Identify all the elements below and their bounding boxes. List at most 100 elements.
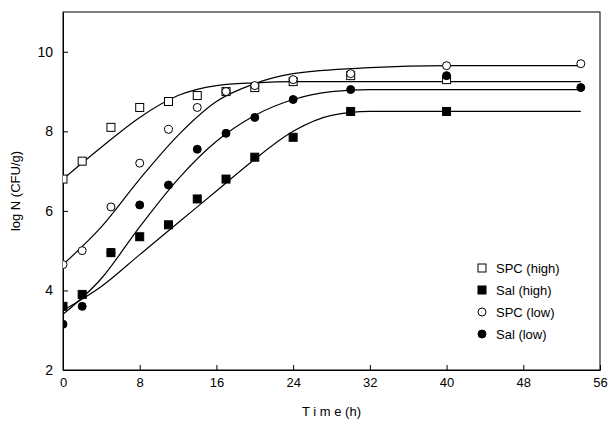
x-tick-label: 0 [60, 375, 67, 390]
data-point [136, 233, 144, 241]
legend-marker [478, 308, 486, 316]
data-point [164, 98, 172, 106]
y-tick: 8 [45, 123, 68, 139]
legend-marker [478, 330, 486, 338]
x-tick: 40 [440, 365, 454, 390]
x-tick-label: 24 [286, 375, 300, 390]
data-point [78, 247, 86, 255]
data-point [164, 125, 172, 133]
data-point [289, 76, 297, 84]
fit-line [63, 82, 581, 179]
y-tick-label: 4 [45, 282, 53, 298]
legend-marker [478, 286, 486, 294]
plot-frame [63, 12, 600, 370]
series-points [63, 72, 451, 183]
data-point [63, 320, 67, 328]
y-axis-line [63, 13, 64, 371]
data-point [78, 302, 86, 310]
legend-label: Sal (high) [496, 283, 552, 298]
y-axis-title: log N (CFU/g) [8, 151, 23, 231]
data-point [193, 92, 201, 100]
data-point [164, 221, 172, 229]
x-axis: 0 8 16 24 32 40 48 56 [60, 365, 608, 390]
data-point [222, 88, 230, 96]
fit-line [63, 66, 581, 265]
data-point [289, 133, 297, 141]
x-tick: 16 [210, 365, 224, 390]
y-tick-mark [63, 211, 68, 212]
y-tick: 6 [45, 203, 68, 219]
series-points [63, 60, 585, 269]
x-tick-label: 40 [440, 375, 454, 390]
data-point [63, 261, 67, 269]
legend: SPC (high) Sal (high) SPC (low) Sal (low) [468, 252, 588, 350]
y-tick-label: 10 [37, 44, 53, 60]
series-points [63, 72, 585, 329]
plot: 08162432404856246810SPC (high)Sal (high)… [37, 12, 607, 390]
x-tick-mark [216, 365, 217, 370]
x-tick-mark [140, 365, 141, 370]
data-point [251, 82, 259, 90]
data-point [251, 153, 259, 161]
data-point [63, 175, 67, 183]
data-point [222, 129, 230, 137]
x-tick: 32 [363, 365, 377, 390]
data-point [577, 60, 585, 68]
x-tick-mark [447, 365, 448, 370]
y-tick: 2 [45, 362, 68, 378]
legend-marker [478, 264, 486, 272]
data-point [289, 96, 297, 104]
data-point [443, 72, 451, 80]
data-point [136, 201, 144, 209]
data-point [193, 145, 201, 153]
y-tick: 10 [37, 44, 68, 60]
data-point [107, 249, 115, 257]
data-point [222, 175, 230, 183]
data-layer [63, 60, 585, 329]
data-point [63, 302, 67, 310]
y-tick-mark [63, 131, 68, 132]
data-point [107, 249, 115, 257]
y-tick-label: 6 [45, 203, 53, 219]
data-point [577, 84, 585, 92]
data-point [443, 107, 451, 115]
legend-label: Sal (low) [496, 327, 547, 342]
data-point [251, 113, 259, 121]
data-point [347, 70, 355, 78]
x-tick-label: 8 [137, 375, 144, 390]
data-point [347, 86, 355, 94]
y-tick: 4 [45, 282, 68, 298]
data-point [347, 107, 355, 115]
data-point [78, 290, 86, 298]
y-tick-mark [63, 370, 68, 371]
legend-box [468, 252, 588, 350]
data-point [78, 157, 86, 165]
x-tick: 24 [286, 365, 300, 390]
x-tick: 48 [517, 365, 531, 390]
x-tick-mark [370, 365, 371, 370]
data-point [107, 123, 115, 131]
data-point [222, 88, 230, 96]
x-tick-mark [523, 365, 524, 370]
x-tick-label: 16 [210, 375, 224, 390]
x-tick: 8 [137, 365, 144, 390]
data-point [164, 181, 172, 189]
x-tick-label: 48 [517, 375, 531, 390]
data-point [107, 203, 115, 211]
x-axis-title: T i m e (h) [302, 404, 361, 419]
series-points [63, 107, 451, 310]
x-tick-label: 32 [363, 375, 377, 390]
y-tick-label: 8 [45, 123, 53, 139]
x-tick: 56 [593, 365, 607, 390]
x-tick-label: 56 [593, 375, 607, 390]
data-point [443, 62, 451, 70]
data-point [136, 103, 144, 111]
legend-label: SPC (high) [496, 261, 560, 276]
legend-label: SPC (low) [496, 305, 555, 320]
chart: 08162432404856246810SPC (high)Sal (high)… [0, 0, 611, 438]
data-point [193, 103, 201, 111]
y-tick-mark [63, 52, 68, 53]
data-point [136, 159, 144, 167]
x-tick-mark [600, 365, 601, 370]
y-axis: 2 4 6 8 10 [37, 13, 68, 378]
